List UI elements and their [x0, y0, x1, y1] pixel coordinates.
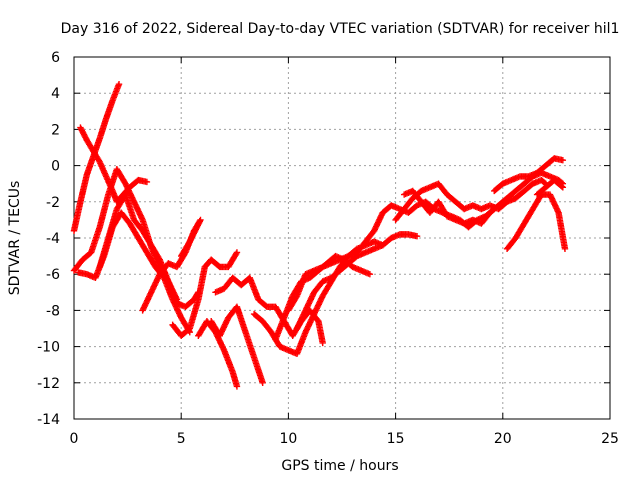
data-point — [178, 252, 185, 260]
y-tick-label: -6 — [46, 267, 60, 283]
y-axis-title: SDTVAR / TECUs — [7, 181, 23, 296]
series-arc18 — [503, 191, 569, 253]
y-tick-label: 2 — [51, 122, 60, 138]
series-arc19 — [533, 176, 567, 198]
series-arc4 — [75, 209, 193, 336]
y-tick-label: -10 — [37, 340, 60, 356]
series-arc5 — [96, 191, 202, 310]
data-point — [232, 250, 240, 257]
series-arc17 — [491, 155, 567, 195]
y-tick-label: -12 — [37, 376, 60, 392]
data-point — [115, 80, 123, 88]
y-tick-labels: -14 -12 -10 -8 -6 -4 -2 0 2 4 6 — [37, 50, 60, 428]
data-point — [559, 156, 567, 164]
x-tick-label: 15 — [387, 431, 405, 447]
data-point — [558, 183, 565, 190]
y-tick-label: 4 — [51, 86, 60, 102]
x-tick-label: 5 — [177, 431, 186, 447]
series-group — [70, 80, 569, 390]
x-tick-labels: 0 5 10 15 20 25 — [70, 431, 619, 447]
series-arc14 — [293, 242, 386, 332]
series-arc7 — [169, 249, 241, 339]
data-point — [319, 339, 326, 347]
chart-title: Day 316 of 2022, Sidereal Day-to-day VTE… — [61, 21, 620, 37]
x-tick-label: 10 — [279, 431, 297, 447]
data-point — [379, 242, 386, 249]
x-tick-label: 25 — [601, 431, 619, 447]
x-tick-label: 0 — [70, 431, 79, 447]
x-tick-label: 20 — [494, 431, 512, 447]
data-point — [178, 251, 186, 258]
y-tick-label: -2 — [46, 195, 60, 211]
data-point — [413, 232, 421, 240]
series-arc9 — [208, 303, 266, 386]
grid — [74, 57, 610, 419]
data-point — [143, 178, 151, 186]
data-point — [559, 184, 567, 191]
series-arc6 — [139, 216, 204, 314]
data-point — [561, 245, 569, 253]
y-tick-label: 0 — [51, 159, 60, 175]
data-point — [541, 179, 548, 186]
data-point — [259, 379, 266, 386]
y-tick-label: -14 — [37, 412, 60, 428]
y-tick-label: -8 — [46, 303, 60, 319]
y-tick-label: -4 — [46, 231, 60, 247]
data-point — [366, 271, 374, 278]
y-tick-label: 6 — [51, 50, 60, 66]
series-arc15 — [392, 176, 549, 224]
series-arc13 — [285, 231, 421, 314]
x-axis-title: GPS time / hours — [281, 458, 398, 474]
data-point — [233, 383, 241, 390]
plot-frame — [73, 56, 611, 420]
data-point — [233, 249, 241, 256]
